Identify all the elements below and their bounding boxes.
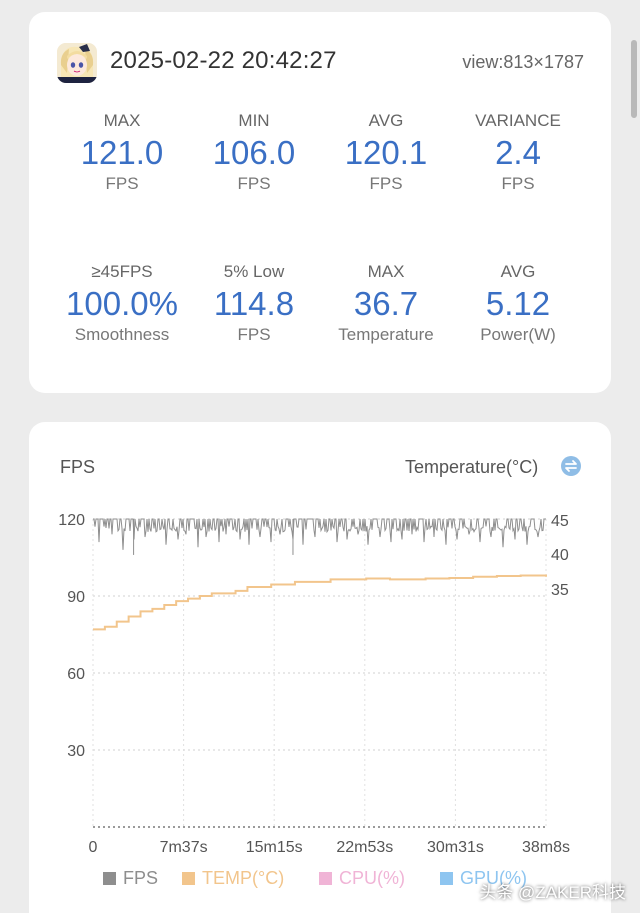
app-avatar [57, 43, 97, 83]
stat-value: 114.8 [213, 285, 295, 322]
y-left-tick-label: 120 [58, 512, 85, 529]
stat-label: VARIANCE [475, 111, 561, 130]
stat-value: 121.0 [80, 134, 164, 171]
stat-unit: Smoothness [74, 325, 170, 344]
legend-label: FPS [123, 868, 159, 888]
series-fps-line [93, 518, 546, 550]
stat-label: MAX [103, 111, 141, 130]
performance-chart: 30 60 90 120 35 40 45 0 7m37s 15m15s 22m53s 30m31s 3… [58, 512, 570, 856]
y-left-tick-label: 90 [67, 589, 85, 606]
character-icon [57, 43, 97, 83]
stat-avg-fps: AVG 120.1 FPS [320, 110, 452, 195]
stat-value: 5.12 [485, 285, 551, 322]
y-right-tick-label: 35 [551, 582, 569, 599]
stat-value: 2.4 [495, 134, 541, 171]
chart-card: FPS Temperature(°C) 30 60 90 120 35 40 45 0 7m37… [29, 422, 611, 913]
legend-label: TEMP(°C) [202, 868, 285, 888]
session-timestamp: 2025-02-22 20:42:27 [110, 47, 337, 74]
view-resolution: view:813×1787 [462, 52, 584, 72]
legend-swatch [440, 872, 453, 885]
legend-temp[interactable]: TEMP(°C) [182, 868, 284, 889]
stat-5pct-low: 5% Low 114.8 FPS [188, 261, 320, 346]
x-tick-label: 38m8s [522, 839, 570, 856]
stat-value: 106.0 [212, 134, 296, 171]
right-axis-title: Temperature(°C) [405, 457, 539, 477]
legend-swatch [103, 872, 116, 885]
x-tick-label: 30m31s [427, 839, 484, 856]
swap-axis-icon[interactable] [560, 455, 582, 477]
x-tick-label: 0 [89, 839, 98, 856]
left-axis-title: FPS [60, 457, 96, 477]
stat-label: MAX [367, 262, 405, 281]
legend-swatch [182, 872, 195, 885]
stat-max-temperature: MAX 36.7 Temperature [320, 261, 452, 346]
stat-smoothness: ≥45FPS 100.0% Smoothness [56, 261, 188, 346]
y-left-tick-label: 60 [67, 666, 85, 683]
stat-min-fps: MIN 106.0 FPS [188, 110, 320, 195]
stat-variance: VARIANCE 2.4 FPS [452, 110, 584, 195]
stat-max-fps: MAX 121.0 FPS [56, 110, 188, 195]
stat-unit: FPS [237, 325, 271, 344]
stat-avg-power: AVG 5.12 Power(W) [452, 261, 584, 346]
legend-cpu[interactable]: CPU(%) [319, 868, 405, 889]
legend-label: CPU(%) [339, 868, 405, 888]
stat-value: 36.7 [353, 285, 419, 322]
y-right-tick-label: 40 [551, 547, 569, 564]
legend-label: GPU(%) [460, 868, 527, 888]
x-tick-label: 15m15s [246, 839, 303, 856]
stat-unit: Temperature [338, 325, 434, 344]
watermark: 头条 @ZAKER科技 [479, 883, 626, 902]
stat-unit: FPS [369, 174, 403, 193]
stat-label: ≥45FPS [91, 262, 153, 281]
stat-label: 5% Low [223, 262, 285, 281]
stat-label: AVG [368, 111, 404, 130]
legend-gpu[interactable]: GPU(%) [440, 868, 527, 889]
stat-unit: FPS [501, 174, 535, 193]
legend-swatch [319, 872, 332, 885]
stat-unit: Power(W) [480, 325, 556, 344]
stat-label: MIN [238, 111, 270, 130]
scrollbar[interactable] [631, 40, 637, 118]
y-left-tick-label: 30 [67, 743, 85, 760]
stats-card: 2025-02-22 20:42:27 view:813×1787 MAX 12… [29, 12, 611, 393]
stat-value: 120.1 [344, 134, 428, 171]
stat-value: 100.0% [66, 285, 178, 322]
legend-fps[interactable]: FPS [103, 868, 158, 889]
y-right-tick-label: 45 [551, 513, 569, 530]
x-tick-label: 22m53s [336, 839, 393, 856]
stat-unit: FPS [237, 174, 271, 193]
stat-unit: FPS [105, 174, 139, 193]
series-temp-line [93, 574, 547, 631]
stat-label: AVG [500, 262, 536, 281]
x-tick-label: 7m37s [160, 839, 208, 856]
